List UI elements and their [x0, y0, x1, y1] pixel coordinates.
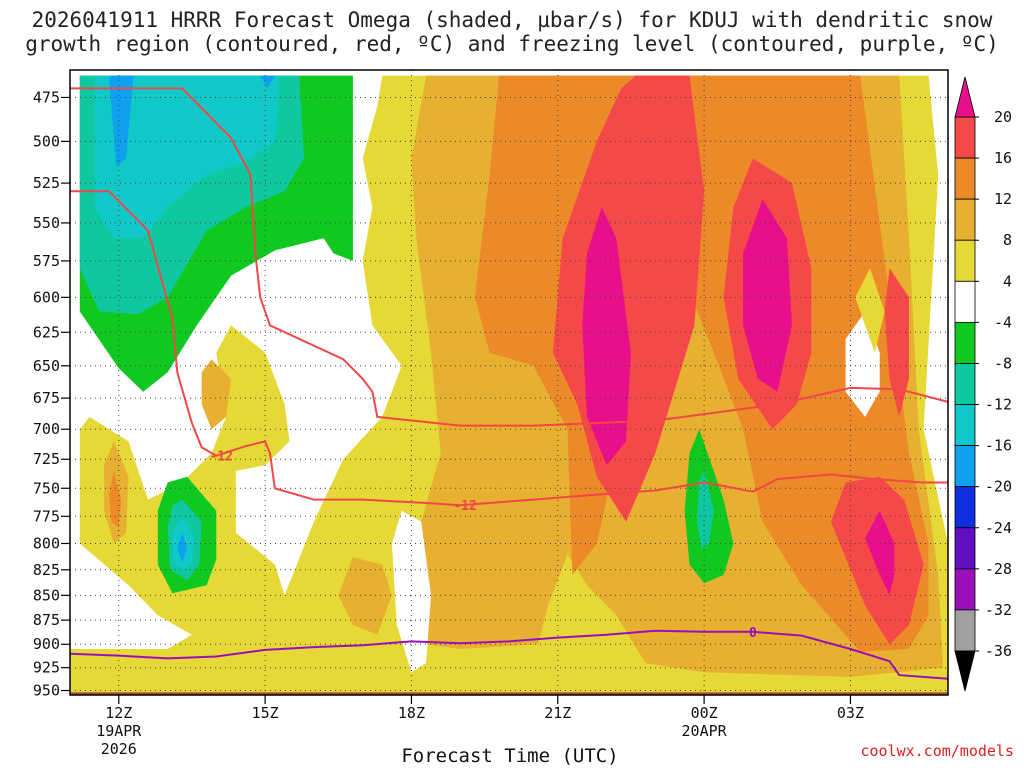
- colorbar-segment-4: [954, 280, 976, 323]
- y-tick-label-575: 575: [33, 252, 60, 270]
- x-tick-date-12Z: 19APR: [96, 722, 142, 740]
- x-tick-date-00Z: 20APR: [682, 722, 728, 740]
- omega-colorbar: 20 16 12 8 4 -4 -8 -12 -16 -20 -24 -28 -32 -36: [954, 76, 1012, 692]
- colorbar-segment-5: [954, 321, 976, 364]
- colorbar-label-2: 12: [994, 190, 1012, 208]
- omega-rising-region-3: [338, 557, 392, 635]
- omega-rising-region-16: [855, 268, 885, 353]
- y-tick-label-500: 500: [33, 132, 60, 150]
- site-credit: coolwx.com/models: [860, 742, 1014, 760]
- dgz-contour-label-0: -12: [209, 450, 232, 465]
- x-tick-label-15Z: 15Z: [252, 704, 279, 722]
- colorbar-label-1: 16: [994, 149, 1012, 167]
- y-tick-label-775: 775: [33, 507, 60, 525]
- y-tick-label-675: 675: [33, 389, 60, 407]
- x-tick-label-00Z: 00Z: [691, 704, 718, 722]
- colorbar-segment-9: [954, 486, 976, 529]
- colorbar-segment-2: [954, 198, 976, 241]
- plot-border: [69, 69, 949, 696]
- y-tick-label-750: 750: [33, 479, 60, 497]
- y-axis-pressure: 475 500 525 550 575 600 625 650 675 700 725 750 775 8…: [33, 88, 70, 700]
- colorbar-label-8: -16: [985, 437, 1012, 455]
- chart-title-line-1: 2026041911 HRRR Forecast Omega (shaded, …: [31, 8, 993, 32]
- plot-area: [70, 70, 948, 695]
- freezing-level-contour-0: [69, 629, 949, 680]
- colorbar-top-triangle: [954, 76, 976, 118]
- y-tick-label-950: 950: [33, 682, 60, 700]
- y-tick-label-850: 850: [33, 586, 60, 604]
- omega-rising-region-4: [201, 359, 231, 430]
- y-tick-label-550: 550: [33, 214, 60, 232]
- omega-sinking-region-4: [260, 75, 275, 89]
- contour-lines: -12 -12 0: [69, 87, 949, 680]
- chart-title-line-2: growth region (contoured, red, ºC) and f…: [25, 32, 999, 56]
- omega-sinking-region-8: [177, 532, 188, 563]
- colorbar-segment-10: [954, 527, 976, 570]
- colorbar-label-11: -28: [985, 560, 1012, 578]
- y-tick-label-600: 600: [33, 288, 60, 306]
- y-tick-label-475: 475: [33, 88, 60, 106]
- y-tick-label-800: 800: [33, 534, 60, 552]
- colorbar-label-7: -12: [985, 396, 1012, 414]
- colorbar-bottom-triangle: [954, 650, 976, 692]
- omega-sinking-region-10: [696, 471, 714, 549]
- colorbar-segment-11: [954, 568, 976, 611]
- omega-sinking-region-2: [94, 75, 280, 239]
- y-tick-label-925: 925: [33, 659, 60, 677]
- dgz-contour-label-1: -12: [453, 499, 476, 514]
- y-tick-label-525: 525: [33, 174, 60, 192]
- omega-rising-region-8: [582, 207, 631, 466]
- omega-rising-region-13: [884, 268, 909, 417]
- y-tick-label-700: 700: [33, 420, 60, 438]
- colorbar-label-3: 8: [1003, 231, 1012, 249]
- dgz-contour-0: [70, 87, 949, 427]
- plot-frame: [69, 69, 949, 696]
- x-tick-label-12Z: 12Z: [105, 704, 132, 722]
- colorbar-segment-6: [954, 363, 976, 405]
- x-axis-title: Forecast Time (UTC): [401, 745, 619, 767]
- x-tick-label-18Z: 18Z: [398, 704, 425, 722]
- y-tick-label-625: 625: [33, 323, 60, 341]
- y-tick-label-725: 725: [33, 450, 60, 468]
- omega-sinking-region-3: [109, 75, 134, 167]
- omega-rising-region-15: [391, 510, 431, 673]
- colorbar-segment-7: [954, 404, 976, 447]
- y-tick-label-650: 650: [33, 357, 60, 375]
- dotted-gridlines: [70, 70, 948, 695]
- omega-rising-region-12: [865, 510, 895, 596]
- colorbar-label-13: -36: [985, 642, 1012, 660]
- omega-rising-region-10: [743, 199, 792, 392]
- x-tick-label-21Z: 21Z: [544, 704, 571, 722]
- colorbar-segment-3: [954, 239, 976, 282]
- colorbar-segment-12: [954, 609, 976, 652]
- colorbar-segment-1: [954, 157, 976, 200]
- y-tick-label-900: 900: [33, 635, 60, 653]
- colorbar-segment-0: [954, 116, 976, 159]
- colorbar-label-0: 20: [994, 108, 1012, 126]
- freezing-level-contour-label-0: 0: [749, 626, 757, 641]
- colorbar-label-10: -24: [985, 519, 1012, 537]
- colorbar-segment-8: [954, 445, 976, 488]
- colorbar-label-4: 4: [1003, 272, 1012, 290]
- colorbar-label-9: -20: [985, 478, 1012, 496]
- x-tick-label-03Z: 03Z: [837, 704, 864, 722]
- x-tick-year-12Z: 2026: [101, 740, 137, 758]
- y-tick-label-875: 875: [33, 611, 60, 629]
- ground-surface: [70, 692, 948, 695]
- colorbar-label-5: -4: [994, 313, 1012, 331]
- dgz-contour-1: [70, 190, 948, 507]
- colorbar-label-12: -32: [985, 601, 1012, 619]
- shaded-fields: [70, 70, 948, 695]
- colorbar-label-6: -8: [994, 354, 1012, 372]
- y-tick-label-825: 825: [33, 561, 60, 579]
- omega-rising-region-6: [109, 471, 122, 528]
